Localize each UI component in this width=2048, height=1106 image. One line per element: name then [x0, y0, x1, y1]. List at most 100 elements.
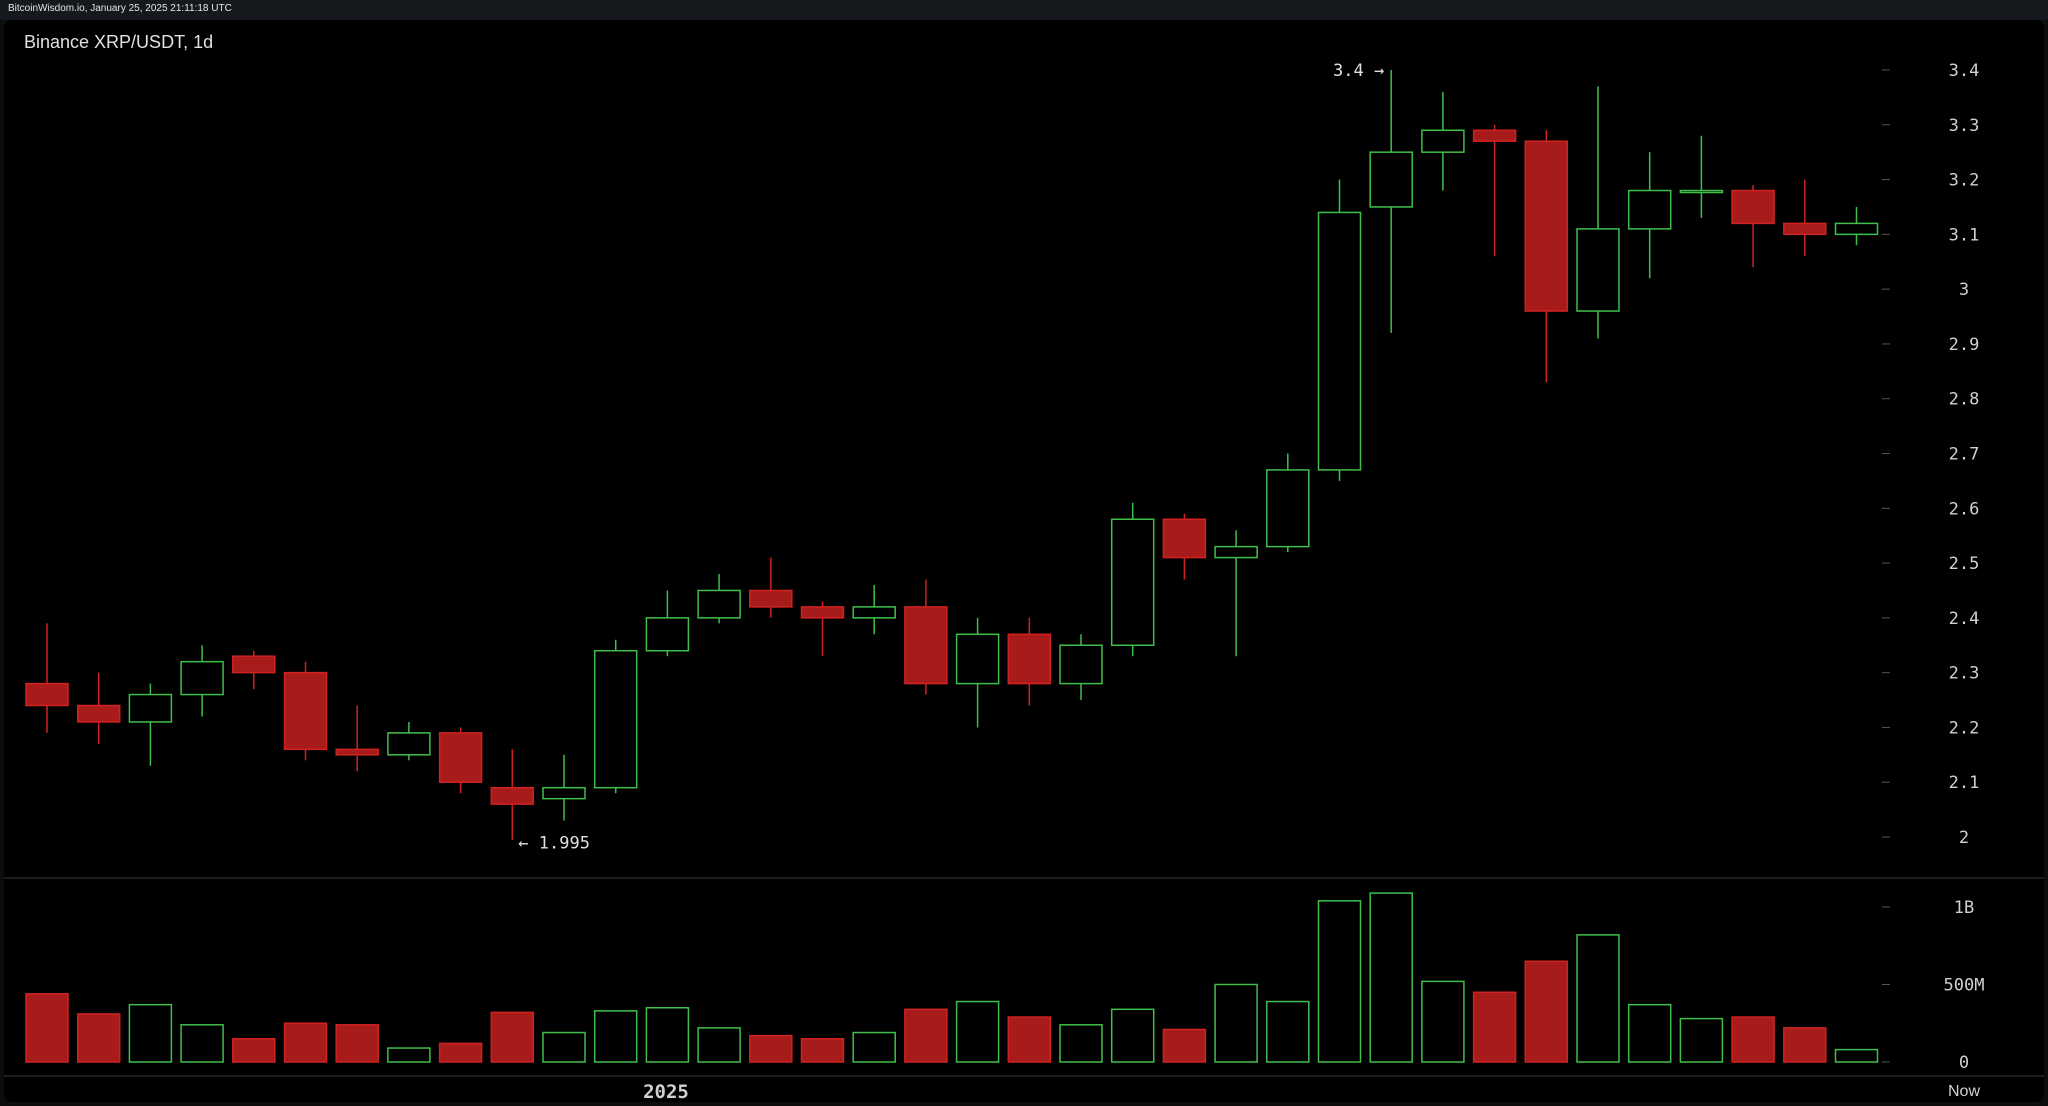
candle: [1834, 206, 1879, 246]
candle: [1059, 634, 1103, 701]
volume-axis: 0 500M 1B: [1882, 898, 1984, 1073]
candle: [1007, 617, 1052, 706]
candle: [904, 579, 948, 695]
price-tick-label: 3: [1959, 280, 1969, 300]
volume-bar: [1783, 1027, 1827, 1063]
time-axis: 2025 Now: [643, 1081, 1980, 1103]
volume-bar: [1472, 991, 1517, 1063]
volume-bar: [542, 1031, 586, 1063]
candle: [387, 721, 431, 761]
candle: [76, 672, 121, 744]
candle-body: [1472, 129, 1517, 142]
candle-body: [1834, 222, 1879, 236]
candle: [645, 590, 690, 657]
candle: [697, 574, 741, 624]
candle: [800, 601, 845, 657]
volume-bar: [25, 993, 69, 1063]
volume-tick-label: 0: [1959, 1053, 1969, 1073]
volume-bar: [1679, 1017, 1724, 1063]
candle-body: [76, 704, 121, 723]
time-label-now: Now: [1948, 1083, 1980, 1100]
candle: [1110, 502, 1155, 657]
candle-body: [180, 660, 224, 696]
volume-bar: [490, 1011, 535, 1063]
volume-bar: [749, 1034, 793, 1063]
candle-body: [1369, 151, 1413, 208]
volume-bar: [1214, 983, 1258, 1063]
volume-bar: [128, 1003, 173, 1063]
price-axis: 2 2.1 2.2 2.3 2.4 2.5 2.6 2.7 2.8 2.9 3 3.1 3.2 3.3 3.…: [1882, 61, 1979, 848]
candle-body: [1214, 545, 1258, 559]
candle-body: [1317, 211, 1362, 471]
candle-body: [438, 732, 483, 783]
candle-body: [1110, 518, 1155, 646]
volume-bar: [904, 1008, 948, 1063]
volume-bar: [593, 1010, 638, 1063]
candle-body: [800, 606, 845, 619]
candle-body: [1007, 633, 1052, 685]
price-tick-label: 2.2: [1949, 718, 1980, 738]
candles: [25, 69, 1879, 840]
candle: [593, 639, 638, 794]
volume-bars: [25, 892, 1879, 1063]
volume-bar: [1834, 1048, 1879, 1063]
volume-bar: [1317, 900, 1362, 1063]
candle-body: [128, 693, 173, 723]
candle: [180, 645, 224, 717]
volume-bar: [1007, 1016, 1052, 1063]
volume-bar: [1524, 960, 1569, 1063]
candle: [490, 749, 535, 840]
price-tick-label: 2.5: [1949, 554, 1980, 574]
candle: [1679, 135, 1724, 218]
candle-body: [1266, 469, 1310, 548]
price-tick-label: 3.1: [1949, 225, 1980, 245]
volume-bar: [180, 1024, 224, 1063]
volume-bar: [1627, 1003, 1672, 1063]
price-tick-label: 2.1: [1949, 773, 1980, 793]
volume-tick-label: 1B: [1954, 898, 1974, 918]
candle: [955, 617, 1000, 728]
candle-body: [904, 606, 948, 685]
candle-body: [955, 633, 1000, 685]
volume-bar: [232, 1038, 276, 1063]
candle-body: [1524, 140, 1569, 312]
candle: [1524, 130, 1569, 383]
price-tick-label: 2.6: [1949, 499, 1980, 519]
candle-body: [490, 786, 535, 805]
volume-bar: [800, 1038, 845, 1063]
volume-bar: [852, 1031, 896, 1063]
chart-panel: [4, 20, 2044, 1102]
volume-bar: [1576, 934, 1620, 1063]
volume-bar: [1421, 980, 1465, 1063]
volume-bar: [645, 1007, 690, 1063]
candle-body: [1679, 189, 1724, 194]
candle-body: [852, 606, 896, 619]
candle: [852, 584, 896, 635]
volume-tick-label: 500M: [1944, 976, 1985, 996]
volume-bar: [387, 1047, 431, 1063]
candle: [438, 727, 483, 794]
volume-bar: [283, 1022, 328, 1063]
candle-body: [1421, 129, 1465, 153]
candle-body: [1731, 189, 1775, 225]
candle-body: [1576, 228, 1620, 312]
candle: [1369, 69, 1413, 333]
candle-body: [283, 671, 328, 751]
candle: [1266, 453, 1310, 553]
candle-body: [1783, 222, 1827, 236]
candle-body: [387, 732, 431, 756]
watermark: BitcoinWisdom.io, January 25, 2025 21:11…: [8, 3, 232, 14]
candle-body: [542, 786, 586, 800]
price-tick-label: 2.3: [1949, 664, 1980, 684]
volume-bar: [1369, 892, 1413, 1063]
volume-bar: [1059, 1024, 1103, 1063]
candle: [1627, 152, 1672, 279]
candle: [1472, 124, 1517, 257]
candle-body: [593, 649, 638, 789]
candle: [1576, 86, 1620, 339]
candle: [25, 623, 69, 733]
top-bar: BitcoinWisdom.io, January 25, 2025 21:11…: [0, 0, 2048, 20]
candle: [128, 683, 173, 766]
candlestick-chart[interactable]: Binance XRP/USDT, 1d 2 2.1 2.2 2.3 2.4 2.5 2.6…: [0, 20, 2048, 1106]
candle: [542, 754, 586, 821]
